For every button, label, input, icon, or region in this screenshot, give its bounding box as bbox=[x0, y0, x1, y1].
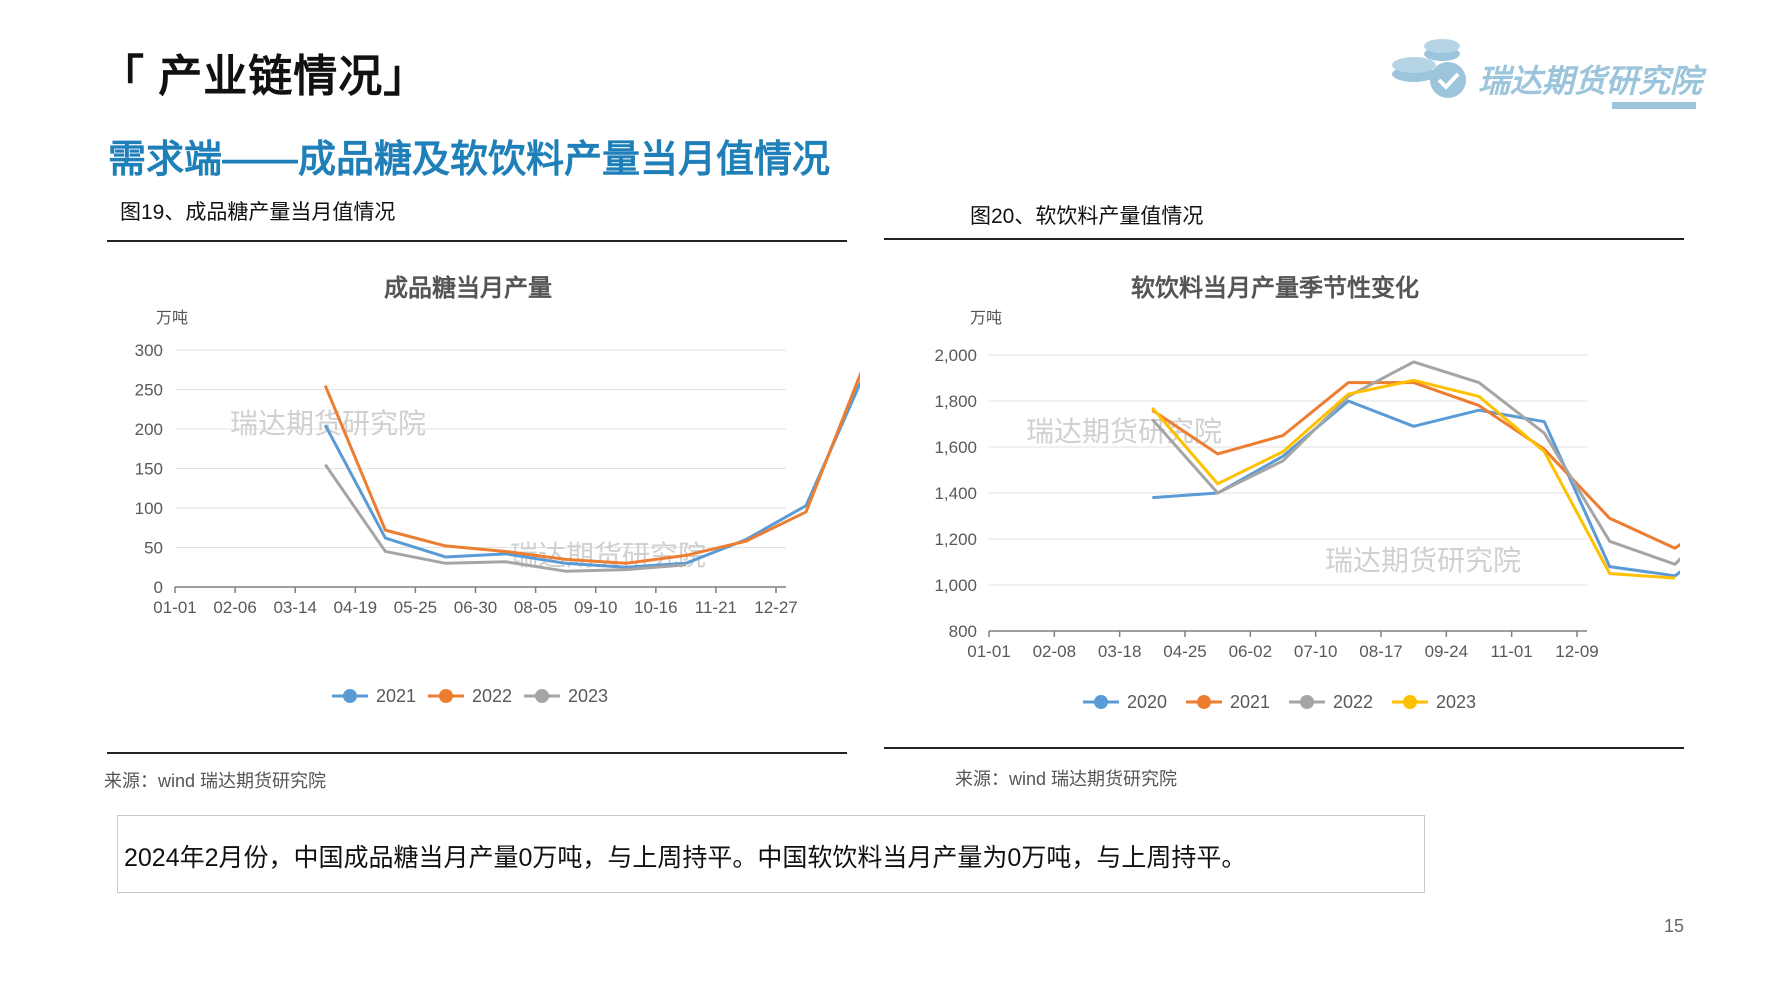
y-tick-label: 300 bbox=[135, 341, 163, 360]
y-tick-label: 1,600 bbox=[934, 438, 977, 457]
x-tick-label: 12-09 bbox=[1555, 642, 1598, 661]
x-tick-label: 12-27 bbox=[754, 598, 797, 617]
x-tick-label: 11-01 bbox=[1491, 642, 1533, 661]
page-number: 15 bbox=[1664, 916, 1685, 936]
x-tick-label: 11-21 bbox=[695, 598, 737, 617]
x-tick-label: 08-05 bbox=[514, 598, 557, 617]
figure-caption-1: 图19、成品糖产量当月值情况 bbox=[120, 201, 396, 224]
x-tick-label: 03-14 bbox=[273, 598, 316, 617]
y-tick-label: 1,400 bbox=[934, 484, 977, 503]
watermark-text: 瑞达期货研究院 bbox=[1325, 545, 1521, 576]
logo-coins-icon bbox=[1392, 39, 1466, 98]
x-tick-label: 06-02 bbox=[1229, 642, 1272, 661]
legend-marker-2020 bbox=[1094, 695, 1108, 709]
x-tick-label: 08-17 bbox=[1359, 642, 1402, 661]
legend-marker-2023 bbox=[535, 689, 549, 703]
x-tick-label: 01-01 bbox=[967, 642, 1010, 661]
section-subtitle: 需求端——成品糖及软饮料产量当月值情况 bbox=[108, 139, 831, 181]
y-axis-unit-label: 万吨 bbox=[970, 309, 1002, 327]
legend-label-2023: 2023 bbox=[1436, 692, 1476, 712]
x-tick-label: 05-25 bbox=[394, 598, 437, 617]
legend-label-2022: 2022 bbox=[472, 686, 512, 706]
y-tick-label: 1,800 bbox=[934, 392, 977, 411]
figure-caption-2: 图20、软饮料产量值情况 bbox=[970, 205, 1204, 228]
x-tick-label: 10-16 bbox=[634, 598, 677, 617]
x-tick-label: 02-06 bbox=[213, 598, 256, 617]
watermark-text: 瑞达期货研究院 bbox=[1026, 416, 1222, 447]
figure-1-top-rule bbox=[107, 240, 847, 242]
x-tick-label: 09-10 bbox=[574, 598, 617, 617]
x-tick-label: 07-10 bbox=[1294, 642, 1337, 661]
y-tick-label: 1,200 bbox=[934, 530, 977, 549]
y-tick-label: 2,000 bbox=[934, 346, 977, 365]
y-tick-label: 100 bbox=[135, 499, 163, 518]
series-line-2023 bbox=[1151, 378, 1676, 580]
summary-box bbox=[117, 815, 1425, 893]
figure-source-2: 来源：wind 瑞达期货研究院 bbox=[955, 769, 1178, 789]
series-line-2022 bbox=[1151, 360, 1680, 566]
legend-label-2023: 2023 bbox=[568, 686, 608, 706]
legend-marker-2022 bbox=[1300, 695, 1314, 709]
y-tick-label: 0 bbox=[154, 578, 163, 597]
x-tick-label: 04-25 bbox=[1163, 642, 1206, 661]
chart-title: 软饮料当月产量季节性变化 bbox=[1131, 274, 1419, 302]
series-line-2022 bbox=[323, 370, 860, 565]
legend-marker-2021 bbox=[1197, 695, 1211, 709]
series-line-2021 bbox=[1151, 381, 1680, 550]
summary-text: 2024年2月份，中国成品糖当月产量0万吨，与上周持平。中国软饮料当月产量为0万… bbox=[124, 844, 1247, 872]
figure-2-top-rule bbox=[884, 238, 1684, 240]
y-tick-label: 1,000 bbox=[934, 576, 977, 595]
x-tick-label: 01-01 bbox=[153, 598, 196, 617]
figure-2-bottom-rule bbox=[884, 747, 1684, 749]
legend-marker-2021 bbox=[343, 689, 357, 703]
y-axis-unit-label: 万吨 bbox=[156, 309, 188, 327]
x-tick-label: 02-08 bbox=[1033, 642, 1076, 661]
legend-label-2022: 2022 bbox=[1333, 692, 1373, 712]
legend-label-2021: 2021 bbox=[376, 686, 416, 706]
legend-label-2021: 2021 bbox=[1230, 692, 1270, 712]
legend-marker-2022 bbox=[439, 689, 453, 703]
y-tick-label: 800 bbox=[949, 622, 977, 641]
chart-title: 成品糖当月产量 bbox=[384, 274, 552, 302]
y-tick-label: 50 bbox=[144, 539, 163, 558]
series-line-2020 bbox=[1152, 399, 1680, 578]
figure-1-bottom-rule bbox=[107, 752, 847, 754]
logo-underline bbox=[1612, 102, 1696, 109]
legend-label-2020: 2020 bbox=[1127, 692, 1167, 712]
page-title: 「 产业链情况」 bbox=[100, 52, 429, 101]
y-tick-label: 200 bbox=[135, 420, 163, 439]
x-tick-label: 09-24 bbox=[1425, 642, 1468, 661]
series-line-2023 bbox=[324, 463, 686, 573]
logo-text: 瑞达期货研究院 bbox=[1478, 63, 1703, 99]
figure-source-1: 来源：wind 瑞达期货研究院 bbox=[104, 771, 327, 791]
x-tick-label: 06-30 bbox=[454, 598, 497, 617]
x-tick-label: 04-19 bbox=[334, 598, 377, 617]
y-tick-label: 250 bbox=[135, 381, 163, 400]
y-tick-label: 150 bbox=[135, 460, 163, 479]
x-tick-label: 03-18 bbox=[1098, 642, 1141, 661]
series-line-2021 bbox=[323, 379, 860, 569]
legend-marker-2023 bbox=[1403, 695, 1417, 709]
watermark-text: 瑞达期货研究院 bbox=[230, 408, 426, 439]
